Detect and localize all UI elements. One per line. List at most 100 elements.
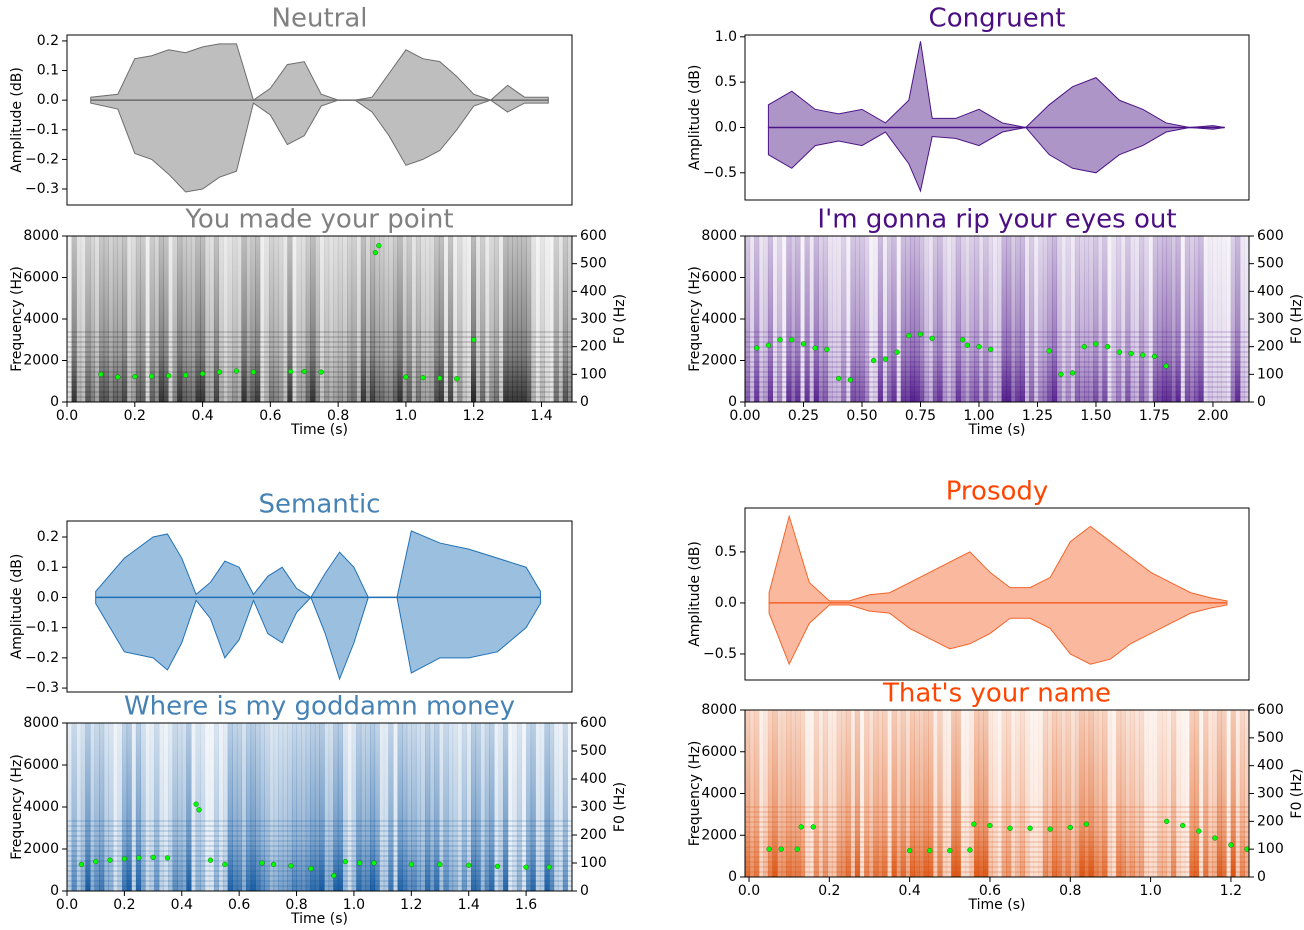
f0-point [1164,364,1169,369]
y-tick-label: 0.1 [37,63,59,79]
f0-point [165,856,170,861]
waveform-envelope [769,603,1227,664]
f0-point [302,369,307,374]
x-tick-label: 1.4 [530,408,552,424]
chart-title: Where is my goddamn money [124,692,515,722]
y-tick-label: 4000 [701,786,737,802]
y-tick-label: 0.0 [37,589,59,605]
y-axis-label: Frequency (Hz) [687,741,703,847]
chart-title: Semantic [259,490,381,520]
x-tick-label: 1.25 [1022,408,1053,424]
y2-tick-label: 300 [1257,786,1284,802]
y-tick-label: −0.3 [25,680,59,696]
f0-point [149,374,154,379]
f0-point [767,847,772,852]
x-axis-label: Time (s) [290,911,348,927]
y2-tick-label: 0 [580,883,589,899]
f0-point [779,847,784,852]
x-tick-label: 1.0 [1139,883,1161,899]
y-tick-label: 2000 [701,827,737,843]
y2-tick-label: 200 [1257,813,1284,829]
f0-point [907,848,912,853]
y-tick-label: 0.0 [37,92,59,108]
f0-point [251,370,256,375]
f0-point [319,370,324,375]
y-tick-label: −0.5 [703,165,737,181]
x-tick-label: 0.4 [171,897,193,913]
y-tick-label: 0.2 [37,529,59,545]
f0-point [824,347,829,352]
y2-tick-label: 200 [580,827,607,843]
y-tick-label: 8000 [701,702,737,718]
x-tick-label: 1.50 [1080,408,1111,424]
f0-point [930,336,935,341]
y2-tick-label: 0 [1257,869,1266,885]
f0-point [108,858,113,863]
y-axis-label: Frequency (Hz) [9,754,25,860]
f0-point [466,863,471,868]
y2-tick-label: 400 [580,283,607,299]
f0-point [906,333,911,338]
y-tick-label: 8000 [23,715,59,731]
f0-point [79,862,84,867]
f0-point [166,373,171,378]
x-tick-label: 1.2 [463,408,485,424]
y-tick-label: 2000 [23,353,59,369]
f0-point [331,873,336,878]
x-tick-label: 2.00 [1197,408,1228,424]
f0-point [271,862,276,867]
y2-tick-label: 300 [580,799,607,815]
f0-point [454,376,459,381]
x-tick-label: 1.75 [1139,408,1170,424]
f0-point [977,344,982,349]
f0-point [871,358,876,363]
y-tick-label: −0.1 [25,620,59,636]
f0-point [1068,825,1073,830]
f0-point [1070,371,1075,376]
chart-title: Prosody [946,477,1049,507]
f0-point [197,807,202,812]
f0-point [1152,354,1157,359]
f0-point [795,847,800,852]
f0-point [288,369,293,374]
f0-point [836,376,841,381]
f0-point [813,346,818,351]
y-axis-label: Amplitude (dB) [9,554,25,660]
f0-point [1164,819,1169,824]
y2-tick-label: 600 [1257,702,1284,718]
x-tick-label: 0.75 [905,408,936,424]
chart-title: Congruent [929,4,1066,34]
x-tick-label: 0.8 [1059,883,1081,899]
f0-point [98,372,103,377]
x-axis-label: Time (s) [968,422,1026,438]
y2-tick-label: 500 [1257,730,1284,746]
y2-axis-label: F0 (Hz) [612,294,628,344]
f0-point [194,802,199,807]
f0-point [754,346,759,351]
y2-tick-label: 400 [1257,283,1284,299]
f0-point [1196,829,1201,834]
waveform-envelope [96,531,541,597]
f0-point [1082,344,1087,349]
y-tick-label: 0 [728,869,737,885]
f0-point [799,825,804,830]
f0-point [1117,350,1122,355]
f0-point [988,347,993,352]
f0-point [115,375,120,380]
x-tick-label: 0.4 [191,408,213,424]
f0-point [376,243,381,248]
y-axis-label: Amplitude (dB) [9,67,25,173]
waveform-envelope [91,100,549,192]
y2-axis-label: F0 (Hz) [1289,294,1304,344]
waveform-envelope [91,44,549,100]
f0-point [918,332,923,337]
f0-point [967,848,972,853]
y-tick-label: 0.5 [715,544,737,560]
f0-point [136,856,141,861]
x-tick-label: 1.6 [515,897,537,913]
f0-point [524,865,529,870]
x-tick-label: 0.25 [788,408,819,424]
x-axis-label: Time (s) [968,897,1026,913]
f0-point [778,337,783,342]
f0-point [122,856,127,861]
